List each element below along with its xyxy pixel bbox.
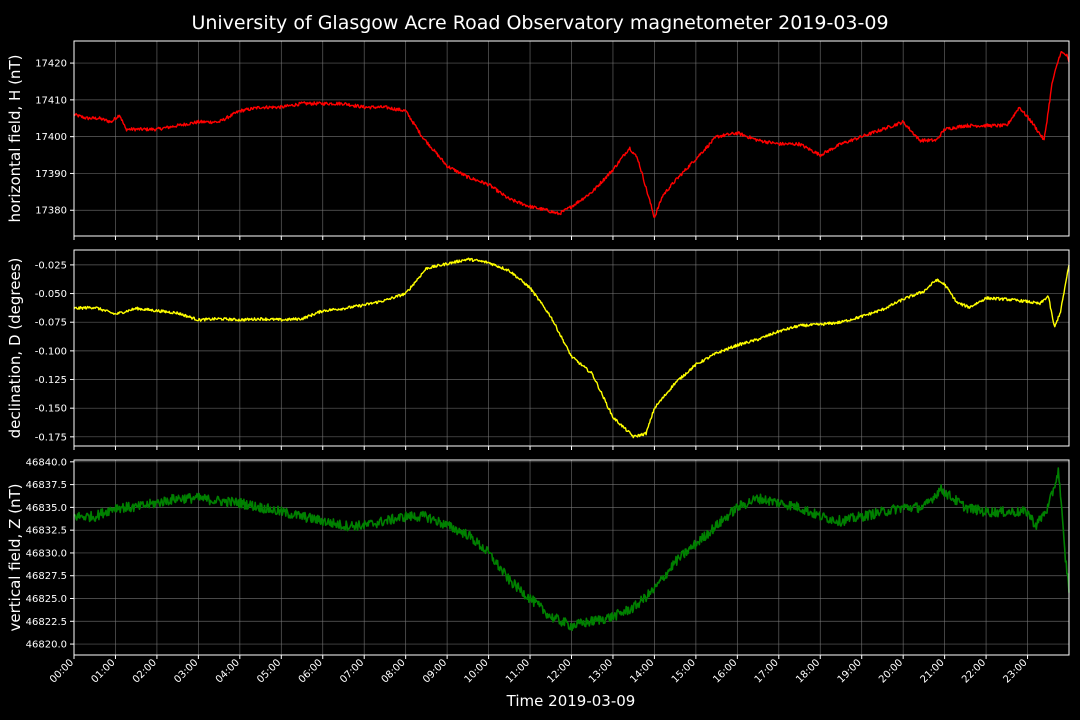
axes-frame (73, 249, 1070, 447)
y-tick-label: 17390 (35, 169, 67, 180)
y-tick-label: 46827.5 (26, 571, 67, 582)
series-line (73, 257, 1070, 439)
y-tick-label: 46822.5 (26, 617, 67, 628)
y-axis-label: horizontal field, H (nT) (6, 55, 24, 223)
y-tick-label: -0.100 (35, 346, 67, 357)
panel-3: 46820.0 46822.5 46825.0 46827.5 46830.0 46832… (6, 457, 1070, 659)
x-axis-label: Time 2019-03-09 (506, 692, 636, 710)
chart-title: University of Glasgow Acre Road Observat… (191, 12, 888, 34)
y-tick-label: 46835.0 (26, 503, 67, 514)
series-line (73, 467, 1070, 631)
series-line (73, 51, 1070, 218)
axes-frame (73, 459, 1070, 656)
y-tick-label: -0.025 (35, 260, 67, 271)
y-tick-label: 46830.0 (26, 548, 67, 559)
y-tick-label: 17380 (35, 206, 67, 217)
y-tick-label: -0.125 (35, 375, 67, 386)
y-tick-label: -0.050 (35, 289, 67, 300)
y-tick-label: -0.150 (35, 404, 67, 415)
y-tick-label: 46837.5 (26, 480, 67, 491)
y-tick-label: 17410 (35, 95, 67, 106)
panel-1: 17380 17390 17400 17410 17420 horizontal fiel… (6, 40, 1070, 240)
y-tick-label: 46825.0 (26, 594, 67, 605)
y-tick-label: 46832.5 (26, 526, 67, 537)
y-tick-label: -0.075 (35, 318, 67, 329)
y-tick-label: 46840.0 (26, 457, 67, 468)
y-axis-label: vertical field, Z (nT) (6, 483, 24, 631)
panel-2: -0.025 -0.050 -0.075 -0.100 -0.125 -0.150 -0.1… (6, 249, 1070, 450)
y-tick-label: 17400 (35, 132, 67, 143)
y-tick-label: 46820.0 (26, 640, 67, 651)
y-tick-label: -0.175 (35, 432, 67, 443)
y-axis-label: declination, D (degrees) (6, 258, 24, 439)
y-tick-label: 17420 (35, 59, 67, 70)
axes-frame (73, 40, 1070, 237)
